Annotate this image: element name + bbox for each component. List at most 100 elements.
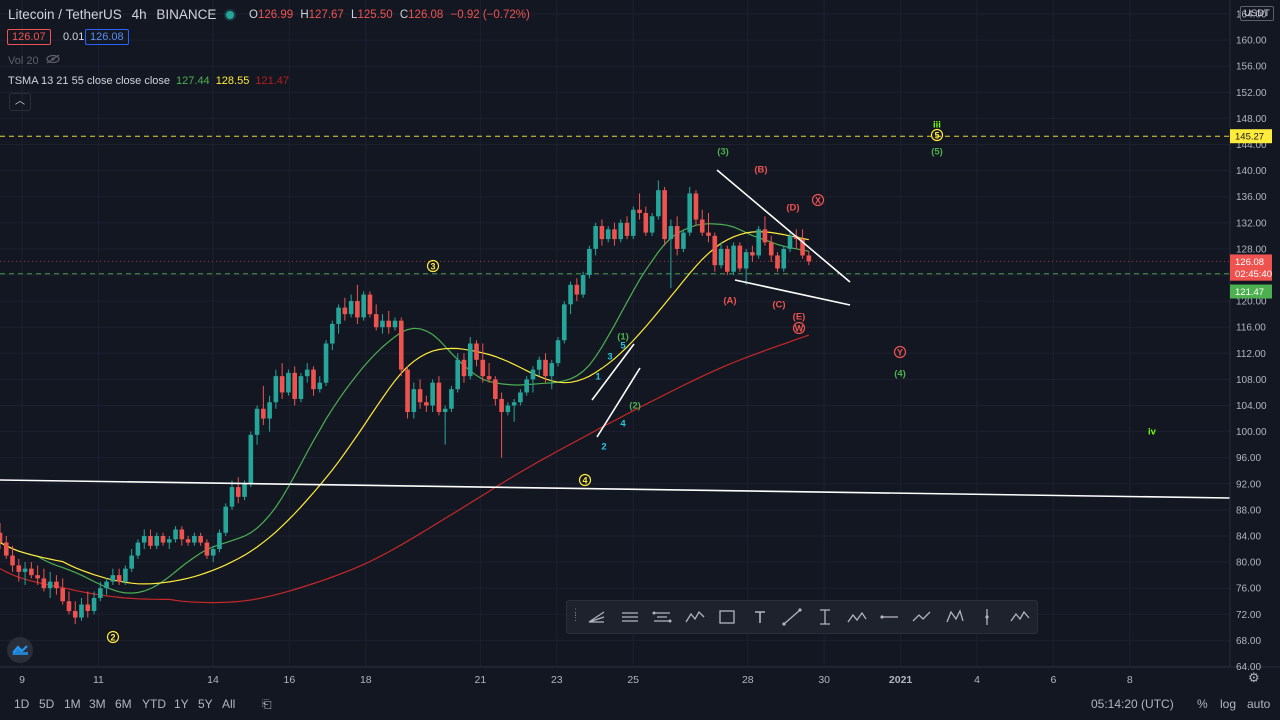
trend-line-tool-icon[interactable]	[779, 604, 805, 630]
time-tick-label: 8	[1127, 674, 1133, 686]
time-tick-label: 30	[818, 674, 830, 686]
candle-body	[486, 376, 492, 380]
candle	[668, 219, 674, 289]
candle	[750, 245, 755, 262]
regression-channel-tool-icon[interactable]	[649, 604, 675, 630]
candle-body	[54, 581, 59, 589]
candle	[392, 317, 398, 331]
price-badge: 121.47	[1230, 284, 1272, 299]
parallel-channel-tool-icon[interactable]	[617, 604, 643, 630]
scale-option-auto[interactable]: auto	[1247, 697, 1271, 711]
vertical-line-tool-icon[interactable]	[974, 604, 1000, 630]
wave-label: 3	[426, 259, 440, 273]
goto-date-icon[interactable]: ⎗	[262, 697, 272, 711]
candle-body	[568, 284, 573, 305]
drawing-toolbar: ⋮ ⋮	[566, 600, 1038, 634]
hidden-eye-icon[interactable]	[46, 54, 60, 64]
candle	[612, 222, 617, 246]
candle	[511, 398, 517, 422]
cypher-pattern-tool-icon[interactable]	[1007, 604, 1033, 630]
horizontal-ray-tool-icon[interactable]	[877, 604, 903, 630]
tsma-indicator-legend[interactable]: TSMA 13 21 55 close close close 127.44 128…	[8, 75, 289, 87]
abcd-pattern-tool-icon[interactable]	[844, 604, 870, 630]
range-button-1y[interactable]: 1Y	[174, 697, 189, 711]
candle	[562, 301, 567, 344]
price-tick-label: 132.00	[1236, 218, 1267, 229]
price-tick-label: 156.00	[1236, 62, 1267, 73]
rectangle-tool-icon[interactable]	[714, 604, 740, 630]
candle-body	[198, 536, 203, 543]
range-button-ytd[interactable]: YTD	[142, 697, 166, 711]
candle	[373, 304, 379, 331]
candle-body	[637, 209, 642, 214]
wave-label-text: 4	[582, 476, 587, 486]
price-chart[interactable]: 2345iiiiv(1)(2)(3)(4)(5)12345(A)(B)(C)(D…	[0, 0, 1280, 690]
candle	[593, 222, 598, 256]
volume-indicator-label[interactable]: Vol 20	[8, 55, 39, 67]
range-button-6m[interactable]: 6M	[115, 697, 132, 711]
candle-body	[204, 542, 210, 556]
price-badge: 145.27	[1230, 129, 1272, 144]
pitchfork-tool-icon[interactable]	[584, 604, 610, 630]
candle-body	[10, 555, 15, 566]
wave-label-text: iii	[933, 120, 941, 131]
collapse-legend-button[interactable]: ︿	[9, 93, 31, 111]
candle	[417, 379, 423, 409]
candle	[79, 597, 84, 621]
candle-body	[605, 229, 611, 240]
path-tool-icon[interactable]	[909, 604, 935, 630]
candle-body	[549, 363, 555, 377]
candle-body	[129, 555, 134, 569]
candle	[386, 310, 392, 334]
range-button-3m[interactable]: 3M	[89, 697, 106, 711]
currency-unit-label[interactable]: USDT	[1240, 6, 1274, 21]
scale-option-percent[interactable]: %	[1197, 697, 1208, 711]
candle-body	[474, 343, 479, 360]
candle-body	[424, 402, 429, 406]
range-button-5y[interactable]: 5Y	[198, 697, 213, 711]
buy-price-button[interactable]: 126.08	[85, 29, 129, 45]
candle-body	[643, 213, 649, 233]
candle-body	[355, 301, 360, 318]
symbol-title[interactable]: Litecoin / TetherUS 4h BINANCE	[8, 7, 216, 22]
candle	[756, 226, 761, 259]
range-button-5d[interactable]: 5D	[39, 697, 55, 711]
candle	[311, 366, 316, 396]
candle-body	[524, 379, 529, 393]
candle-body	[135, 542, 141, 556]
candle	[41, 568, 47, 592]
wave-label: (3)	[717, 147, 729, 158]
range-button-1m[interactable]: 1M	[64, 697, 81, 711]
interval: 4h	[131, 7, 147, 22]
candle	[436, 376, 442, 416]
candle-body	[173, 529, 178, 540]
candle-body	[737, 245, 743, 269]
candle-body	[668, 226, 674, 240]
wave-circle	[106, 630, 120, 644]
tradingview-logo-icon[interactable]	[7, 637, 33, 663]
sell-price-button[interactable]: 126.07	[7, 29, 51, 45]
candle	[493, 376, 498, 406]
drag-handle-icon[interactable]: ⋮ ⋮	[571, 607, 580, 622]
time-tick-label: 11	[93, 674, 104, 686]
text-tool-icon[interactable]	[747, 604, 773, 630]
candle-body	[618, 222, 624, 240]
candle-body	[292, 372, 297, 399]
price-range-tool-icon[interactable]	[812, 604, 838, 630]
candle-body	[480, 359, 486, 377]
range-button-all[interactable]: All	[222, 697, 236, 711]
scale-option-log[interactable]: log	[1220, 697, 1237, 711]
price-tick-label: 68.00	[1236, 636, 1261, 647]
chart-settings-gear-icon[interactable]: ⚙	[1248, 670, 1260, 685]
candle-body	[580, 275, 586, 295]
elliott-wave-tool-icon[interactable]	[682, 604, 708, 630]
price-tick-label: 96.00	[1236, 453, 1261, 464]
xabcd-pattern-tool-icon[interactable]	[942, 604, 968, 630]
horizontal-lines	[0, 135, 1230, 275]
candle	[480, 343, 486, 383]
range-button-1d[interactable]: 1D	[14, 697, 30, 711]
candle	[60, 578, 65, 605]
price-tick-label: 148.00	[1236, 114, 1267, 125]
candle	[192, 532, 197, 546]
exchange: BINANCE	[156, 7, 217, 22]
